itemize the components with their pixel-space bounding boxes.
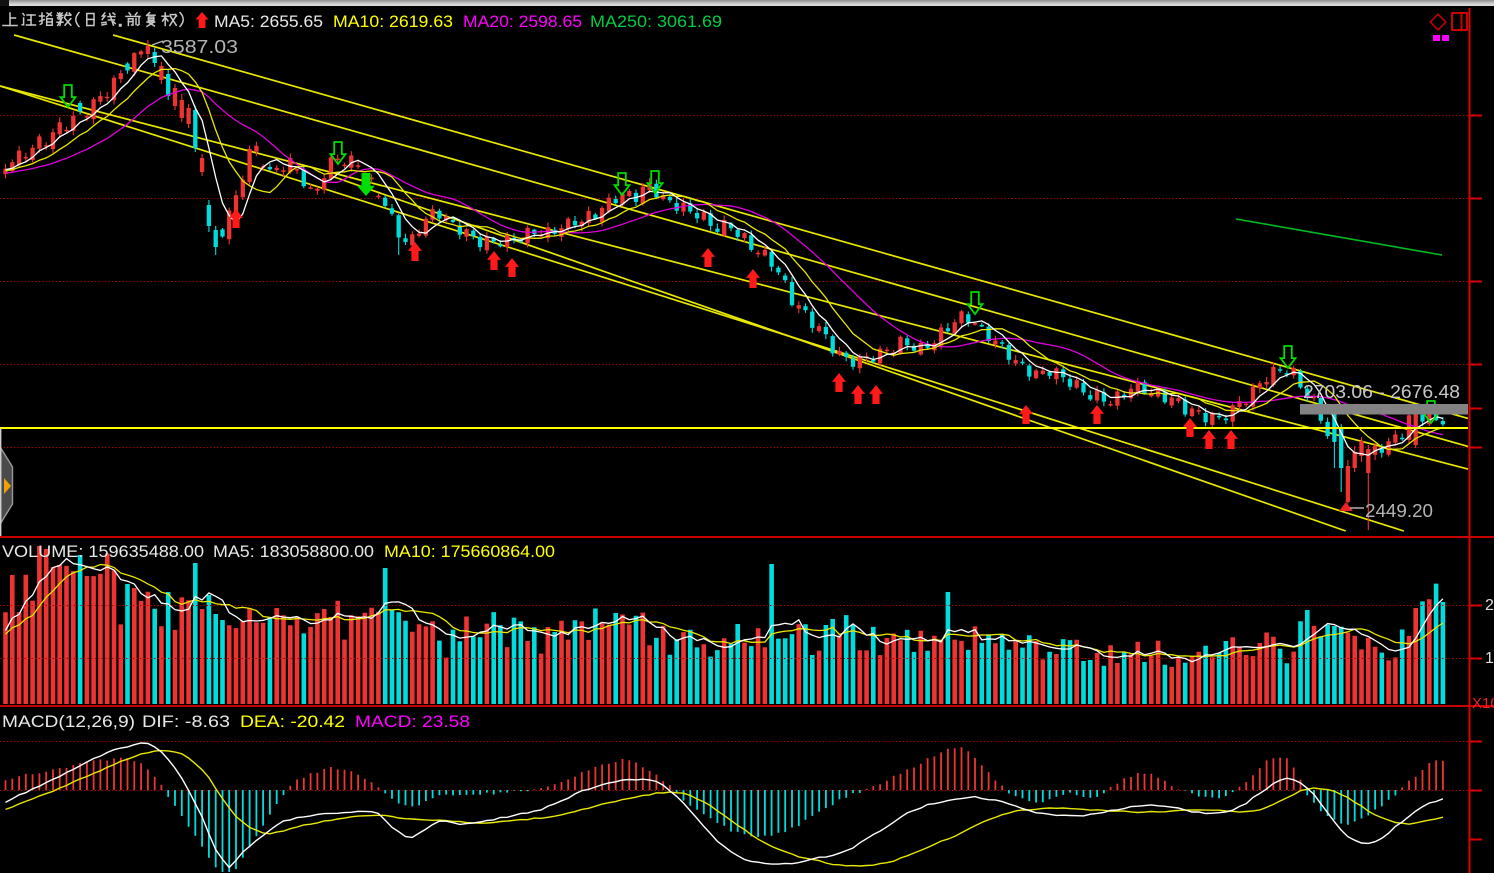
svg-text:3587.03: 3587.03 xyxy=(161,37,238,57)
svg-text:10: 10 xyxy=(1485,650,1494,667)
svg-text:2703.06 - 2676.48: 2703.06 - 2676.48 xyxy=(1303,382,1460,402)
svg-text:MA10: 175660864.00: MA10: 175660864.00 xyxy=(384,542,555,561)
svg-text:20: 20 xyxy=(1485,597,1494,614)
svg-text:X10: X10 xyxy=(1472,695,1494,712)
svg-text:2449.20: 2449.20 xyxy=(1365,501,1433,521)
svg-text:MACD(12,26,9): MACD(12,26,9) xyxy=(2,712,135,731)
svg-text:MA250: 3061.69: MA250: 3061.69 xyxy=(590,12,722,31)
svg-text:MA20: 2598.65: MA20: 2598.65 xyxy=(463,12,582,31)
svg-text:MA10: 2619.63: MA10: 2619.63 xyxy=(333,12,453,31)
svg-text:DEA: -20.42: DEA: -20.42 xyxy=(240,712,345,731)
svg-text:MA5: 183058800.00: MA5: 183058800.00 xyxy=(213,542,374,561)
svg-text:VOLUME: 159635488.00: VOLUME: 159635488.00 xyxy=(2,542,204,561)
svg-text:MACD: 23.58: MACD: 23.58 xyxy=(355,712,470,731)
svg-text:MA5: 2655.65: MA5: 2655.65 xyxy=(214,12,323,31)
svg-text:DIF: -8.63: DIF: -8.63 xyxy=(142,712,230,731)
